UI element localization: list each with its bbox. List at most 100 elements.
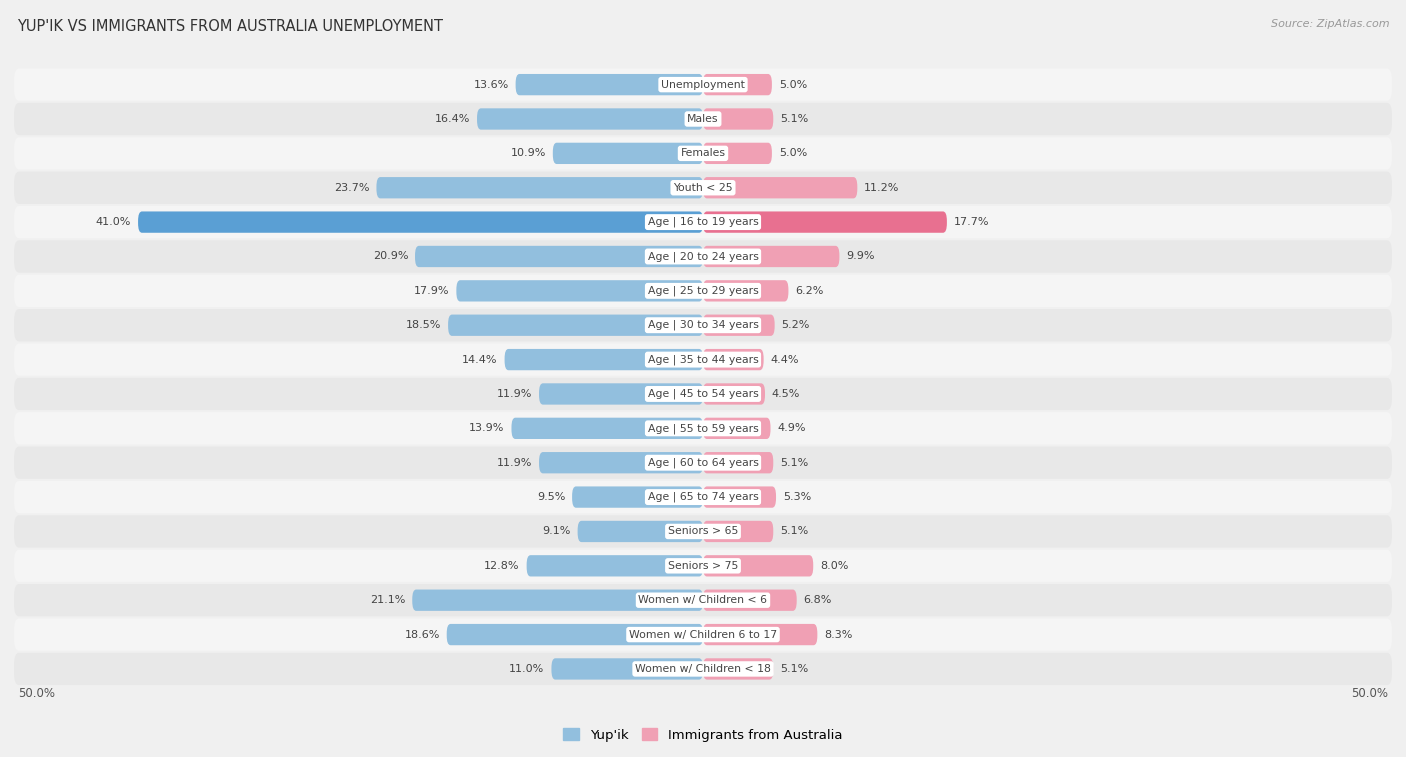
Text: 14.4%: 14.4% — [463, 354, 498, 365]
Text: 18.6%: 18.6% — [405, 630, 440, 640]
FancyBboxPatch shape — [703, 659, 773, 680]
Text: 18.5%: 18.5% — [406, 320, 441, 330]
Text: 5.0%: 5.0% — [779, 79, 807, 89]
FancyBboxPatch shape — [14, 309, 1392, 341]
FancyBboxPatch shape — [538, 383, 703, 405]
Text: 5.1%: 5.1% — [780, 526, 808, 537]
FancyBboxPatch shape — [703, 246, 839, 267]
FancyBboxPatch shape — [703, 143, 772, 164]
FancyBboxPatch shape — [14, 206, 1392, 238]
FancyBboxPatch shape — [14, 584, 1392, 616]
FancyBboxPatch shape — [412, 590, 703, 611]
Text: 16.4%: 16.4% — [434, 114, 470, 124]
FancyBboxPatch shape — [578, 521, 703, 542]
Text: 13.6%: 13.6% — [474, 79, 509, 89]
Text: Seniors > 75: Seniors > 75 — [668, 561, 738, 571]
FancyBboxPatch shape — [14, 137, 1392, 170]
Text: Unemployment: Unemployment — [661, 79, 745, 89]
Text: Age | 16 to 19 years: Age | 16 to 19 years — [648, 217, 758, 227]
Text: 41.0%: 41.0% — [96, 217, 131, 227]
Text: Age | 35 to 44 years: Age | 35 to 44 years — [648, 354, 758, 365]
Text: 8.3%: 8.3% — [824, 630, 852, 640]
FancyBboxPatch shape — [138, 211, 703, 232]
FancyBboxPatch shape — [512, 418, 703, 439]
FancyBboxPatch shape — [477, 108, 703, 129]
Text: Age | 20 to 24 years: Age | 20 to 24 years — [648, 251, 758, 262]
Text: 23.7%: 23.7% — [335, 182, 370, 193]
Text: Seniors > 65: Seniors > 65 — [668, 526, 738, 537]
Text: 11.0%: 11.0% — [509, 664, 544, 674]
FancyBboxPatch shape — [516, 74, 703, 95]
Text: 5.2%: 5.2% — [782, 320, 810, 330]
Text: Age | 25 to 29 years: Age | 25 to 29 years — [648, 285, 758, 296]
Text: Youth < 25: Youth < 25 — [673, 182, 733, 193]
Text: Women w/ Children < 6: Women w/ Children < 6 — [638, 595, 768, 605]
FancyBboxPatch shape — [703, 74, 772, 95]
Text: Women w/ Children 6 to 17: Women w/ Children 6 to 17 — [628, 630, 778, 640]
FancyBboxPatch shape — [703, 280, 789, 301]
Text: 20.9%: 20.9% — [373, 251, 408, 261]
FancyBboxPatch shape — [14, 172, 1392, 204]
FancyBboxPatch shape — [703, 383, 765, 405]
Text: 9.5%: 9.5% — [537, 492, 565, 502]
Text: Women w/ Children < 18: Women w/ Children < 18 — [636, 664, 770, 674]
Text: Age | 60 to 64 years: Age | 60 to 64 years — [648, 457, 758, 468]
Text: 5.3%: 5.3% — [783, 492, 811, 502]
FancyBboxPatch shape — [415, 246, 703, 267]
Text: 10.9%: 10.9% — [510, 148, 546, 158]
Text: 6.8%: 6.8% — [804, 595, 832, 605]
Text: 50.0%: 50.0% — [1351, 687, 1388, 700]
FancyBboxPatch shape — [14, 447, 1392, 479]
FancyBboxPatch shape — [703, 452, 773, 473]
FancyBboxPatch shape — [14, 653, 1392, 685]
FancyBboxPatch shape — [703, 590, 797, 611]
FancyBboxPatch shape — [703, 418, 770, 439]
FancyBboxPatch shape — [572, 487, 703, 508]
Text: 4.4%: 4.4% — [770, 354, 799, 365]
Text: 8.0%: 8.0% — [820, 561, 848, 571]
Text: 4.9%: 4.9% — [778, 423, 806, 433]
FancyBboxPatch shape — [703, 349, 763, 370]
FancyBboxPatch shape — [14, 68, 1392, 101]
Text: 9.1%: 9.1% — [543, 526, 571, 537]
FancyBboxPatch shape — [14, 275, 1392, 307]
FancyBboxPatch shape — [14, 516, 1392, 547]
Text: Males: Males — [688, 114, 718, 124]
FancyBboxPatch shape — [703, 211, 946, 232]
FancyBboxPatch shape — [551, 659, 703, 680]
Text: 13.9%: 13.9% — [470, 423, 505, 433]
FancyBboxPatch shape — [14, 344, 1392, 375]
Text: 11.9%: 11.9% — [496, 458, 531, 468]
FancyBboxPatch shape — [703, 487, 776, 508]
FancyBboxPatch shape — [14, 412, 1392, 444]
FancyBboxPatch shape — [449, 315, 703, 336]
FancyBboxPatch shape — [447, 624, 703, 645]
FancyBboxPatch shape — [505, 349, 703, 370]
Text: 12.8%: 12.8% — [484, 561, 520, 571]
FancyBboxPatch shape — [527, 555, 703, 577]
FancyBboxPatch shape — [14, 240, 1392, 273]
Text: Age | 55 to 59 years: Age | 55 to 59 years — [648, 423, 758, 434]
Text: 50.0%: 50.0% — [18, 687, 55, 700]
Text: 9.9%: 9.9% — [846, 251, 875, 261]
Text: Females: Females — [681, 148, 725, 158]
Text: 5.1%: 5.1% — [780, 458, 808, 468]
Text: Age | 45 to 54 years: Age | 45 to 54 years — [648, 388, 758, 399]
Legend: Yup'ik, Immigrants from Australia: Yup'ik, Immigrants from Australia — [558, 723, 848, 747]
FancyBboxPatch shape — [703, 108, 773, 129]
Text: 5.1%: 5.1% — [780, 664, 808, 674]
FancyBboxPatch shape — [14, 481, 1392, 513]
FancyBboxPatch shape — [14, 550, 1392, 582]
Text: 21.1%: 21.1% — [370, 595, 405, 605]
Text: 6.2%: 6.2% — [796, 286, 824, 296]
Text: Age | 30 to 34 years: Age | 30 to 34 years — [648, 320, 758, 331]
FancyBboxPatch shape — [14, 618, 1392, 651]
FancyBboxPatch shape — [377, 177, 703, 198]
FancyBboxPatch shape — [14, 103, 1392, 136]
FancyBboxPatch shape — [538, 452, 703, 473]
Text: YUP'IK VS IMMIGRANTS FROM AUSTRALIA UNEMPLOYMENT: YUP'IK VS IMMIGRANTS FROM AUSTRALIA UNEM… — [17, 19, 443, 34]
Text: 5.0%: 5.0% — [779, 148, 807, 158]
Text: 4.5%: 4.5% — [772, 389, 800, 399]
Text: Source: ZipAtlas.com: Source: ZipAtlas.com — [1271, 19, 1389, 29]
FancyBboxPatch shape — [703, 624, 817, 645]
